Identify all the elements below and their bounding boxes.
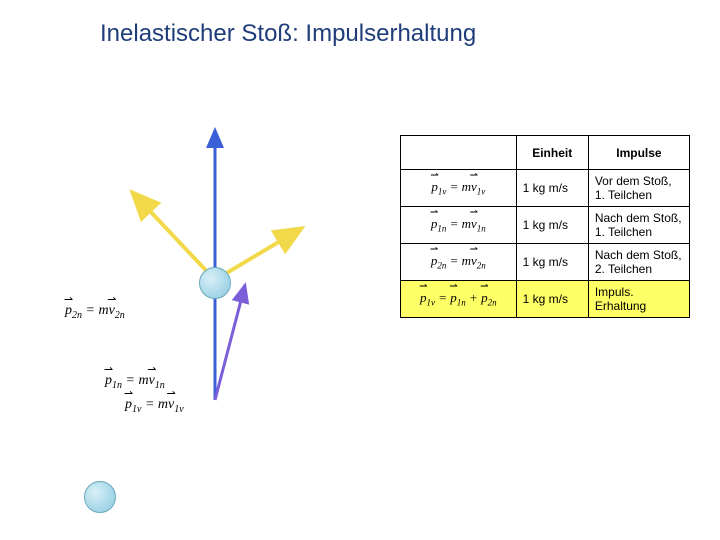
cell-desc: Nach dem Stoß, 1. Teilchen xyxy=(588,207,689,244)
table-row-highlight: p1v = p1n + p2n 1 kg m/s Impuls. Erhaltu… xyxy=(401,281,690,318)
cell-formula: p1n = mv1n xyxy=(401,207,517,244)
table-row: p1v = mv1v 1 kg m/s Vor dem Stoß, 1. Tei… xyxy=(401,170,690,207)
eq-p2n: p2n = mv2n xyxy=(65,303,125,321)
particle-top xyxy=(199,267,231,299)
cell-formula: p1v = mv1v xyxy=(401,170,517,207)
purple-arrow xyxy=(215,285,245,400)
particle-bottom xyxy=(84,481,116,513)
cell-unit: 1 kg m/s xyxy=(516,244,588,281)
cell-formula: p1v = p1n + p2n xyxy=(401,281,517,318)
table-row: p2n = mv2n 1 kg m/s Nach dem Stoß, 2. Te… xyxy=(401,244,690,281)
yellow-arrow-left xyxy=(132,192,215,280)
collision-diagram: p2n = mv2n p1n = mv1n p1v = mv1v xyxy=(60,100,380,500)
th-formula xyxy=(401,136,517,170)
yellow-arrow-right xyxy=(215,228,302,280)
eq-p1n: p1n = mv1n xyxy=(105,373,165,391)
table-header-row: Einheit Impulse xyxy=(401,136,690,170)
cell-unit: 1 kg m/s xyxy=(516,281,588,318)
cell-unit: 1 kg m/s xyxy=(516,207,588,244)
impulse-table: Einheit Impulse p1v = mv1v 1 kg m/s Vor … xyxy=(400,135,690,318)
th-desc: Impulse xyxy=(588,136,689,170)
th-unit: Einheit xyxy=(516,136,588,170)
cell-formula: p2n = mv2n xyxy=(401,244,517,281)
eq-p1v: p1v = mv1v xyxy=(125,397,184,415)
cell-unit: 1 kg m/s xyxy=(516,170,588,207)
cell-desc: Impuls. Erhaltung xyxy=(588,281,689,318)
page-title: Inelastischer Stoß: Impulserhaltung xyxy=(100,20,476,48)
cell-desc: Nach dem Stoß, 2. Teilchen xyxy=(588,244,689,281)
table-row: p1n = mv1n 1 kg m/s Nach dem Stoß, 1. Te… xyxy=(401,207,690,244)
cell-desc: Vor dem Stoß, 1. Teilchen xyxy=(588,170,689,207)
